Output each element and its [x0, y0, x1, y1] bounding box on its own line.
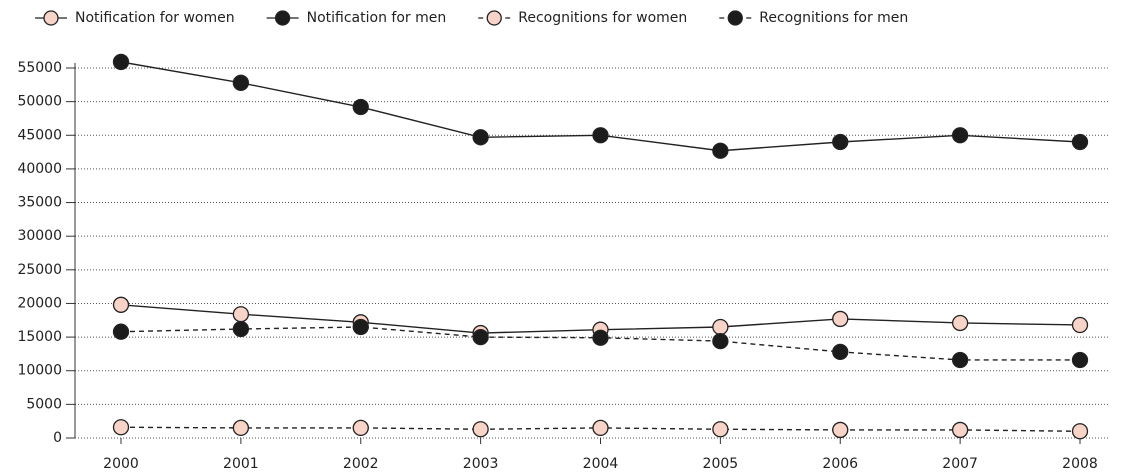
legend-label: Recognitions for women	[518, 10, 687, 26]
data-point	[592, 127, 609, 144]
x-tick-label: 2002	[343, 456, 379, 472]
x-tick-label: 2001	[223, 456, 259, 472]
data-point	[712, 332, 729, 350]
y-tick-label: 10000	[17, 363, 62, 379]
y-tick-label: 40000	[17, 161, 62, 177]
data-point	[592, 419, 609, 437]
y-tick-label: 45000	[17, 127, 62, 143]
data-point	[832, 343, 849, 361]
data-point	[112, 419, 130, 436]
data-point	[232, 306, 250, 323]
y-tick-label: 20000	[17, 295, 62, 311]
legend-marker	[727, 10, 743, 26]
data-point	[1071, 423, 1089, 440]
legend-marker	[43, 10, 59, 26]
data-point	[832, 310, 849, 328]
data-point	[951, 421, 969, 439]
x-tick-label: 2004	[583, 456, 619, 472]
legend-marker	[274, 10, 291, 26]
y-tick-label: 0	[53, 430, 62, 446]
y-tick-label: 35000	[17, 195, 62, 211]
data-point	[232, 419, 250, 437]
y-tick-label: 30000	[17, 228, 62, 244]
y-tick-label: 25000	[17, 262, 62, 278]
data-point	[112, 53, 130, 71]
data-point	[592, 329, 609, 346]
x-tick-label: 2007	[942, 456, 978, 472]
data-point	[951, 351, 969, 369]
data-point	[232, 74, 250, 91]
y-tick-label: 5000	[26, 396, 62, 412]
x-tick-label: 2000	[103, 456, 139, 472]
data-point	[352, 318, 369, 336]
data-point	[712, 421, 729, 438]
x-tick-label: 2005	[703, 456, 739, 472]
data-point	[1071, 133, 1089, 151]
x-tick-label: 2008	[1062, 456, 1098, 472]
data-point	[1071, 316, 1089, 334]
legend-marker	[486, 10, 502, 26]
data-point	[832, 133, 849, 151]
data-point	[951, 314, 969, 332]
data-point	[352, 419, 369, 437]
data-point	[112, 323, 130, 340]
y-tick-label: 50000	[17, 94, 62, 110]
legend-label: Notification for women	[75, 10, 235, 26]
data-point	[352, 98, 369, 116]
legend-label: Notification for men	[307, 10, 447, 26]
data-point	[951, 127, 969, 144]
data-point	[1071, 351, 1089, 369]
y-tick-label: 55000	[17, 60, 62, 76]
legend-label: Recognitions for men	[759, 10, 908, 26]
data-point	[472, 129, 489, 146]
data-point	[712, 142, 729, 159]
data-point	[232, 320, 250, 338]
x-tick-label: 2006	[822, 456, 858, 472]
y-tick-label: 15000	[17, 329, 62, 345]
data-point	[472, 328, 489, 346]
data-point	[112, 296, 130, 313]
data-point	[712, 318, 729, 336]
data-point	[472, 421, 489, 438]
x-tick-label: 2003	[463, 456, 499, 472]
data-point	[832, 421, 849, 439]
